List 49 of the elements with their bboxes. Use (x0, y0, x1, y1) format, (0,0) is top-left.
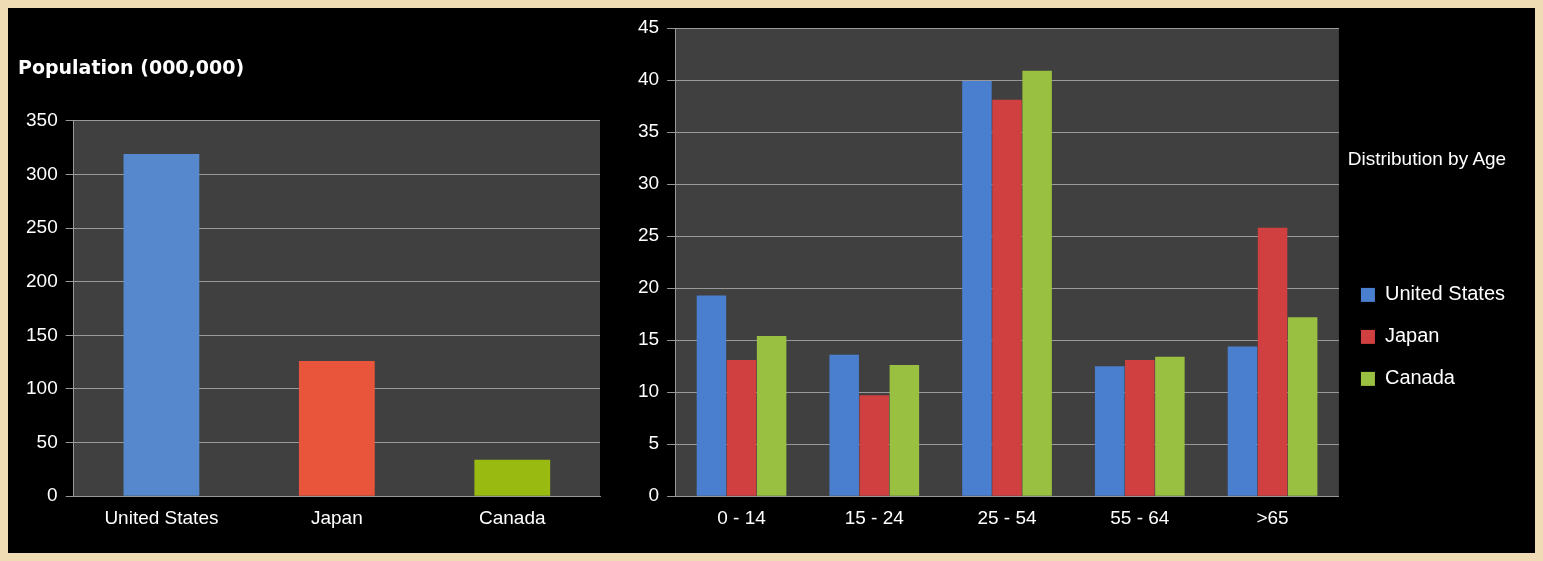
y-tick-label: 100 (26, 377, 58, 399)
x-tick-label: >65 (1256, 506, 1289, 528)
y-tick-label: 45 (637, 16, 660, 38)
x-tick-label: 0 - 14 (717, 506, 767, 528)
bar (829, 354, 859, 496)
legend-label: Canada (1384, 366, 1456, 389)
bar (1125, 359, 1155, 496)
bar (889, 365, 920, 496)
bar (1094, 366, 1125, 496)
y-tick-label: 5 (648, 432, 660, 454)
bar (298, 361, 375, 496)
bar (474, 459, 551, 496)
x-tick-label: Japan (310, 506, 363, 528)
y-tick-label: 0 (648, 484, 660, 506)
y-tick-label: 10 (637, 380, 660, 402)
bar (1287, 317, 1318, 496)
bar (1227, 346, 1258, 496)
bar (1022, 70, 1052, 496)
bar (123, 154, 200, 496)
bar (962, 81, 992, 496)
legend-label: Japan (1384, 324, 1440, 347)
bar (756, 335, 787, 496)
bar (859, 395, 890, 496)
bar (726, 359, 757, 496)
x-tick-label: 25 - 54 (977, 506, 1038, 528)
y-tick-label: 0 (47, 484, 58, 506)
legend-label: United States (1384, 282, 1506, 305)
y-tick-label: 50 (36, 430, 58, 452)
bar (696, 295, 727, 496)
y-tick-label: 300 (26, 162, 58, 184)
y-tick-label: 250 (26, 216, 58, 238)
x-tick-label: Canada (479, 506, 546, 528)
x-tick-label: United States (104, 506, 219, 528)
y-tick-label: 35 (637, 120, 660, 142)
chart-title: Population (000,000) (18, 56, 245, 79)
bar (992, 99, 1022, 496)
y-tick-label: 200 (26, 269, 58, 291)
y-tick-label: 25 (637, 224, 660, 246)
y-tick-label: 15 (637, 328, 660, 350)
bar (1257, 227, 1288, 496)
x-tick-label: 15 - 24 (844, 506, 905, 528)
y-tick-label: 20 (637, 276, 660, 298)
y-tick-label: 350 (26, 109, 58, 131)
bar (1155, 356, 1185, 496)
legend-title: Distribution by Age (1347, 147, 1507, 169)
x-tick-label: 55 - 64 (1110, 506, 1170, 528)
y-tick-label: 150 (26, 323, 58, 345)
y-tick-label: 40 (637, 68, 660, 90)
y-tick-label: 30 (637, 172, 660, 194)
